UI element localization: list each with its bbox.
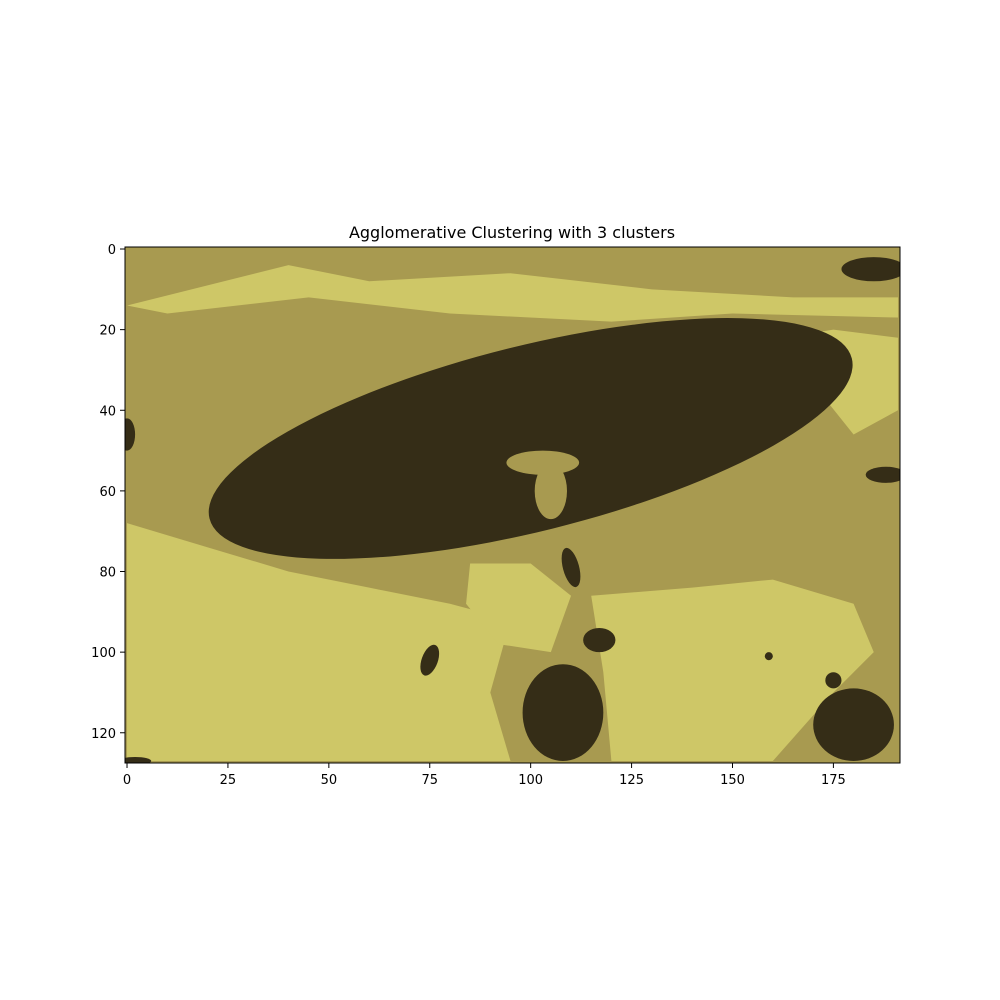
x-tick-label: 100 (518, 773, 543, 788)
y-tick-label: 60 (99, 485, 116, 500)
cluster-region (125, 418, 136, 451)
cluster-region (466, 563, 572, 653)
cluster-region (865, 466, 900, 483)
cluster-region (591, 579, 874, 761)
cluster-region (125, 756, 152, 763)
x-tick-label: 175 (821, 773, 846, 788)
x-tick-label: 75 (421, 773, 438, 788)
y-tick-label: 0 (108, 243, 116, 258)
cluster-region (813, 688, 894, 761)
cluster-region (841, 257, 900, 282)
x-tick-label: 150 (720, 773, 745, 788)
y-tick-label: 80 (99, 566, 116, 581)
chart-title: Agglomerative Clustering with 3 clusters (349, 223, 675, 242)
cluster-region (506, 450, 580, 475)
x-tick-label: 50 (321, 773, 338, 788)
cluster-region (127, 265, 898, 322)
x-tick-label: 125 (619, 773, 644, 788)
y-axis: 0 20 40 60 80 100 120 (91, 243, 125, 742)
cluster-region (583, 627, 616, 653)
cluster-region (208, 318, 853, 559)
cluster-region (825, 672, 842, 689)
y-tick-label: 100 (91, 646, 116, 661)
cluster-region (561, 547, 581, 588)
plot-frame (124, 246, 901, 764)
x-axis: 0 25 50 75 100 125 150 175 (123, 763, 846, 788)
cluster-region (127, 523, 511, 761)
cluster-region (522, 664, 604, 761)
cluster-region (420, 644, 440, 676)
heatmap-image (125, 247, 900, 763)
y-tick-label: 120 (91, 727, 116, 742)
y-tick-label: 20 (99, 324, 116, 339)
x-tick-label: 0 (123, 773, 131, 788)
cluster-region (534, 462, 567, 520)
x-tick-label: 25 (220, 773, 237, 788)
cluster-region (764, 652, 773, 661)
y-tick-label: 40 (99, 404, 116, 419)
